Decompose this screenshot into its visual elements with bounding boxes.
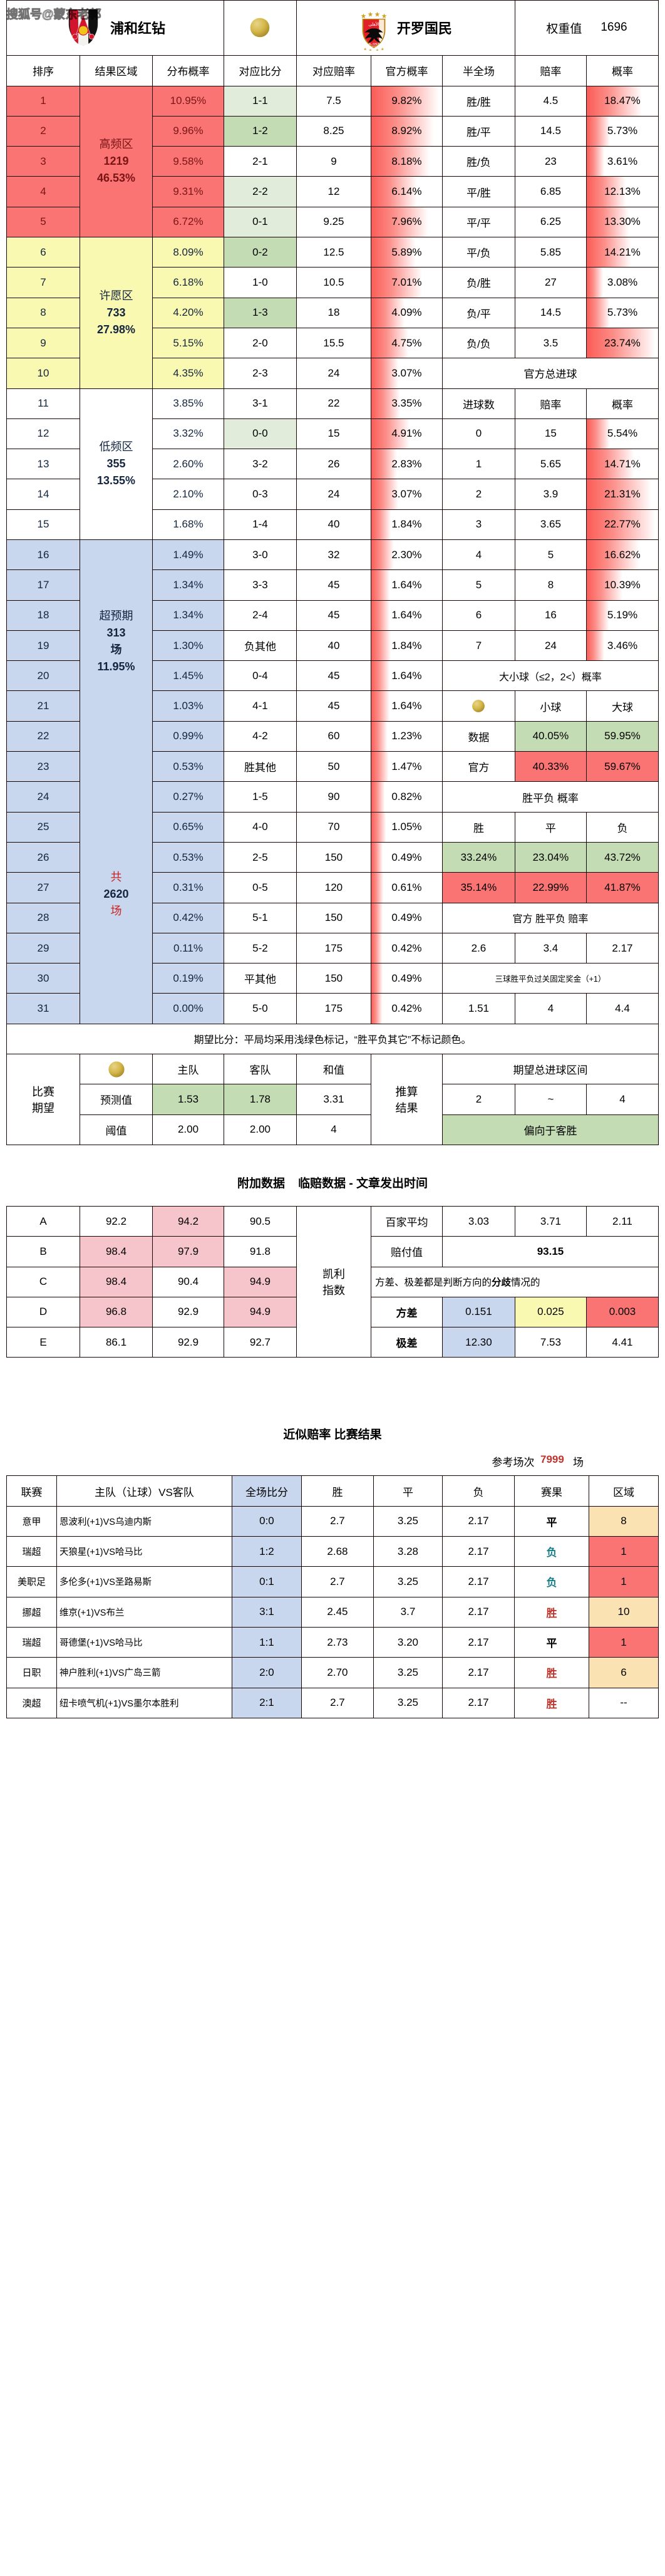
svg-text:1907: 1907	[371, 45, 376, 48]
